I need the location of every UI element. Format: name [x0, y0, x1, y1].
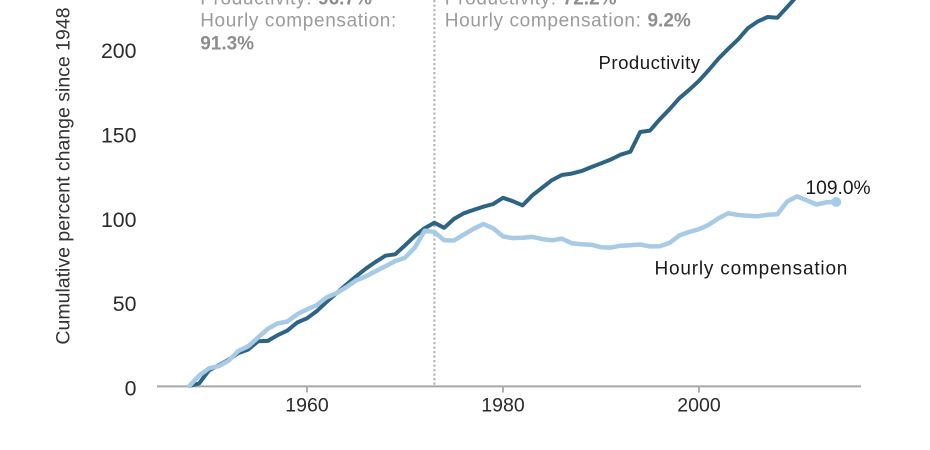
svg-text:Hourly compensation: Hourly compensation: [655, 258, 849, 279]
svg-text:100: 100: [101, 208, 137, 232]
svg-text:2000: 2000: [677, 395, 721, 417]
svg-text:50: 50: [113, 292, 137, 316]
svg-text:Hourly compensation:: Hourly compensation:: [200, 11, 397, 32]
svg-text:1980: 1980: [481, 395, 525, 417]
svg-text:91.3%: 91.3%: [200, 34, 254, 55]
svg-text:Productivity: Productivity: [599, 52, 701, 73]
svg-text:Productivity: 72.2%: Productivity: 72.2%: [445, 0, 617, 9]
svg-text:1960: 1960: [285, 395, 329, 417]
svg-text:200: 200: [101, 39, 137, 63]
svg-text:0: 0: [125, 377, 137, 401]
svg-text:Cumulative percent change sinc: Cumulative percent change since 1948: [53, 7, 75, 344]
svg-text:Hourly compensation: 9.2%: Hourly compensation: 9.2%: [445, 11, 691, 32]
svg-text:109.0%: 109.0%: [806, 178, 871, 199]
svg-text:Productivity: 96.7%: Productivity: 96.7%: [200, 0, 372, 9]
svg-text:150: 150: [101, 123, 137, 147]
